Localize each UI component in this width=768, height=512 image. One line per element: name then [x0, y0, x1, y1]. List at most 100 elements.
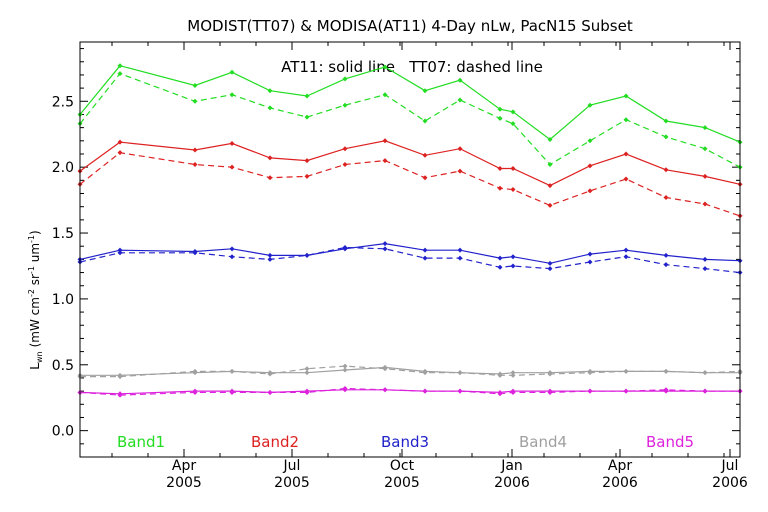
data-point-band5-solid: [422, 388, 428, 394]
data-point-band3-dashed: [510, 263, 516, 269]
x-tick-year: 2006: [494, 475, 530, 491]
y-tick-label: 1.5: [52, 226, 74, 242]
data-point-band1-dashed: [457, 97, 463, 103]
data-point-band1-solid: [457, 77, 463, 83]
data-point-band5-solid: [702, 388, 708, 394]
data-point-band3-dashed: [587, 259, 593, 265]
y-label-exp1: -2: [27, 289, 36, 297]
data-point-band1-dashed: [304, 114, 310, 120]
data-point-band3-solid: [192, 248, 198, 254]
data-point-band1-solid: [267, 88, 273, 94]
x-tick-month: Jul: [283, 458, 301, 474]
chart-annotation: AT11: solid line TT07: dashed line: [281, 58, 543, 76]
data-point-band4-solid: [267, 370, 273, 376]
legend-band1: Band1: [117, 433, 165, 451]
data-point-band2-solid: [342, 146, 348, 152]
data-point-band2-solid: [304, 158, 310, 164]
data-point-band5-solid: [229, 388, 235, 394]
data-point-band2-solid: [623, 151, 629, 157]
data-point-band4-solid: [547, 370, 553, 376]
series-line-band3-dashed: [79, 246, 741, 274]
x-tick-month: Jul: [721, 458, 739, 474]
series-line-band1-solid: [79, 65, 741, 143]
data-point-band3-solid: [702, 256, 708, 262]
x-tick-month: Jan: [500, 458, 523, 474]
data-point-band3-dashed: [547, 266, 553, 272]
data-point-band1-solid: [510, 109, 516, 115]
y-tick-label: 2.5: [52, 94, 74, 110]
data-point-band2-solid: [192, 147, 198, 153]
chart-title: MODIST(TT07) & MODISA(AT11) 4-Day nLw, P…: [187, 17, 633, 35]
data-point-band3-dashed: [497, 264, 503, 270]
data-point-band2-dashed: [702, 201, 708, 207]
data-point-band1-solid: [422, 88, 428, 94]
data-point-band3-solid: [547, 260, 553, 266]
data-point-band4-dashed: [304, 366, 310, 372]
data-point-band1-solid: [663, 118, 669, 124]
data-point-band3-solid: [117, 247, 123, 253]
data-point-band1-dashed: [702, 146, 708, 152]
y-label-symbol: L: [28, 363, 42, 370]
data-point-band3-solid: [382, 241, 388, 247]
data-point-band4-solid: [623, 368, 629, 374]
data-point-band1-dashed: [229, 92, 235, 98]
data-point-band1-dashed: [663, 134, 669, 140]
data-point-band2-dashed: [510, 187, 516, 193]
legend-band2: Band2: [251, 433, 299, 451]
y-label-close: ): [28, 230, 42, 235]
x-tick-year: 2005: [384, 475, 420, 491]
data-point-band3-solid: [304, 252, 310, 258]
x-tick-year: 2006: [712, 475, 748, 491]
data-point-band2-dashed: [382, 158, 388, 164]
data-point-band4-solid: [342, 367, 348, 373]
series-line-band5-solid: [79, 389, 740, 395]
data-point-band5-solid: [342, 387, 348, 393]
data-point-band5-solid: [497, 389, 503, 395]
data-point-band4-solid: [702, 370, 708, 376]
data-point-band1-dashed: [510, 121, 516, 127]
data-point-band3-solid: [497, 255, 503, 261]
data-point-band1-solid: [382, 64, 388, 70]
legend-band4: Band4: [519, 433, 567, 451]
data-point-band5-solid: [547, 388, 553, 394]
data-point-band3-dashed: [267, 256, 273, 262]
data-point-band2-dashed: [192, 162, 198, 168]
data-point-band1-solid: [192, 82, 198, 88]
data-point-band4-solid: [497, 371, 503, 377]
series-line-band3-solid: [79, 242, 741, 264]
data-point-band1-dashed: [547, 162, 553, 168]
data-point-band1-solid: [117, 63, 123, 69]
data-point-band4-solid: [587, 368, 593, 374]
data-point-band1-dashed: [117, 71, 123, 77]
plot-frame: [79, 41, 741, 458]
data-point-band5-solid: [304, 388, 310, 394]
data-point-band2-dashed: [663, 194, 669, 200]
data-point-band3-solid: [587, 251, 593, 257]
data-point-band5-solid: [663, 388, 669, 394]
series-line-band1-dashed: [79, 72, 741, 168]
data-point-band2-dashed: [342, 162, 348, 168]
y-label-sr: sr: [28, 274, 42, 289]
data-point-band1-dashed: [587, 138, 593, 144]
data-point-band4-solid: [510, 370, 516, 376]
data-point-band3-dashed: [422, 255, 428, 261]
data-point-band4-solid: [304, 370, 310, 376]
data-point-band1-solid: [623, 93, 629, 99]
data-point-band2-dashed: [623, 176, 629, 182]
data-point-band2-solid: [117, 139, 123, 145]
data-point-band2-dashed: [304, 173, 310, 179]
x-tick-month: Apr: [172, 458, 196, 474]
data-point-band3-dashed: [382, 246, 388, 252]
data-point-band3-solid: [422, 247, 428, 253]
data-point-band1-solid: [587, 102, 593, 108]
data-point-band3-solid: [457, 247, 463, 253]
data-point-band2-solid: [497, 165, 503, 171]
data-point-band4-dashed: [510, 372, 516, 378]
data-point-band1-dashed: [382, 92, 388, 98]
y-label-units: (mW cm: [28, 297, 42, 347]
data-point-band5-solid: [192, 388, 198, 394]
data-point-band2-dashed: [497, 185, 503, 191]
x-tick-month: Apr: [608, 458, 632, 474]
legend-band3: Band3: [381, 433, 429, 451]
